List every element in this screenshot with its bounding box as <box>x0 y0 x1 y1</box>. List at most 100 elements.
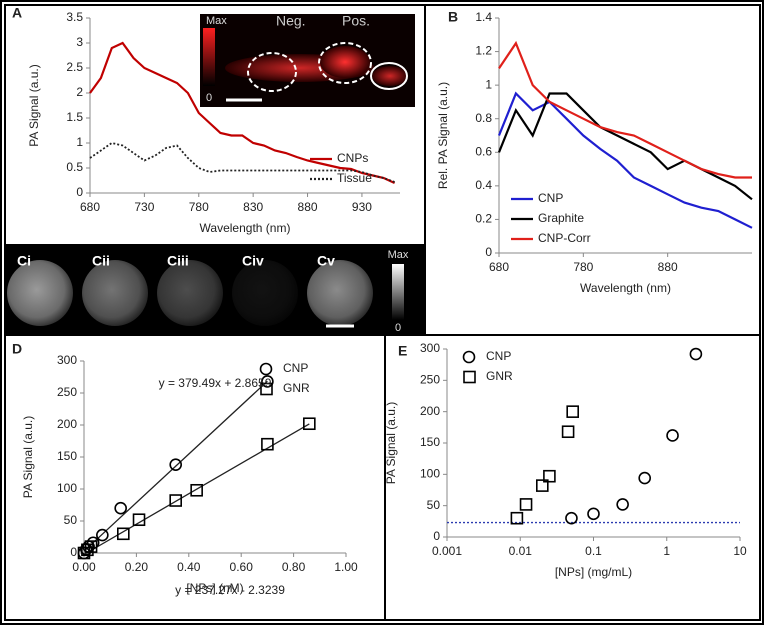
colorbar-label: Max <box>388 249 409 261</box>
y-tick-label: 100 <box>57 481 77 495</box>
marker <box>565 511 578 525</box>
marker <box>96 528 109 542</box>
marker <box>132 513 146 527</box>
y-tick-label: 2 <box>76 85 83 99</box>
phantom-image <box>157 260 223 326</box>
y-tick-label: 3.5 <box>66 10 83 24</box>
panel-letter: E <box>398 343 407 359</box>
image-label: Ci <box>17 253 31 269</box>
y-axis-title: PA Signal (a.u.) <box>27 64 41 147</box>
marker <box>261 375 274 388</box>
marker <box>84 540 98 553</box>
x-tick-label: 680 <box>80 200 100 214</box>
x-tick-label: 930 <box>352 200 372 214</box>
marker <box>543 469 556 483</box>
x-tick-label: 1.00 <box>334 560 358 574</box>
x-tick-label: 880 <box>298 200 318 214</box>
x-tick-label: 0.60 <box>230 560 254 574</box>
marker <box>616 498 629 511</box>
x-axis-title: [NPs] (mg/mL) <box>555 565 632 579</box>
legend-label: GNR <box>283 381 310 395</box>
y-tick-label: 1 <box>485 77 492 91</box>
y-tick-label: 0.4 <box>475 178 492 192</box>
x-axis-title: Wavelength (nm) <box>200 221 291 235</box>
y-tick-label: 250 <box>57 385 77 399</box>
legend-label: CNPs <box>337 151 368 165</box>
marker <box>114 501 127 515</box>
marker <box>638 471 651 485</box>
panel-letter: D <box>12 341 22 357</box>
legend-label: GNR <box>486 369 513 383</box>
legend-swatch <box>462 350 476 364</box>
y-tick-label: 200 <box>57 417 77 431</box>
marker <box>519 498 533 511</box>
marker <box>566 405 579 418</box>
inset-signal <box>320 46 370 78</box>
inset-colorbar <box>203 28 215 86</box>
marker <box>689 347 703 361</box>
x-tick-label: 0.00 <box>72 560 96 574</box>
marker <box>510 511 524 525</box>
y-tick-label: 0.2 <box>475 212 492 226</box>
inset-roi <box>247 52 297 92</box>
legend-swatch <box>260 382 273 396</box>
inset-label: 0 <box>206 92 212 104</box>
y-tick-label: 2.5 <box>66 60 83 74</box>
series-line <box>497 91 753 229</box>
y-tick-label: 0 <box>433 529 440 543</box>
phantom-image <box>7 260 73 326</box>
inset-roi <box>318 42 372 84</box>
phantom-image <box>307 260 373 326</box>
x-tick-label: 680 <box>489 260 509 274</box>
y-tick-label: 150 <box>420 435 440 449</box>
equation: y = 237.27x - 2.3239 <box>175 583 285 597</box>
y-tick-label: 0 <box>76 185 83 199</box>
y-tick-label: 300 <box>420 341 440 355</box>
marker <box>169 458 182 471</box>
y-tick-label: 1.4 <box>475 10 492 24</box>
y-tick-label: 50 <box>64 513 78 527</box>
y-axis-title: PA Signal (a.u.) <box>21 416 35 499</box>
legend-label: CNP <box>538 191 563 205</box>
marker <box>77 546 91 560</box>
x-axis-title: [NPs] (nM) <box>186 581 243 595</box>
x-tick-label: 0.40 <box>177 560 201 574</box>
y-tick-label: 50 <box>427 498 441 512</box>
y-tick-label: 1.5 <box>66 110 83 124</box>
series-line <box>497 92 753 201</box>
image-label: Cv <box>317 253 335 269</box>
marker <box>303 417 316 431</box>
inset-label: Pos. <box>342 13 370 29</box>
x-tick-label: 0.80 <box>282 560 306 574</box>
x-tick-label: 0.20 <box>125 560 149 574</box>
image-label: Civ <box>242 253 264 269</box>
y-tick-label: 300 <box>57 353 77 367</box>
phantom-image <box>232 260 298 326</box>
marker <box>666 429 679 442</box>
marker <box>587 507 600 521</box>
marker <box>261 437 274 451</box>
y-tick-label: 250 <box>420 373 440 387</box>
y-tick-label: 1 <box>76 135 83 149</box>
panel-frame <box>384 334 761 621</box>
y-tick-label: 0.6 <box>475 144 492 158</box>
image-label: Ciii <box>167 253 189 269</box>
marker <box>169 494 182 507</box>
legend-swatch <box>259 362 273 376</box>
x-tick-label: 0.1 <box>585 544 602 558</box>
phantom-image <box>82 260 148 326</box>
colorbar-label: 0 <box>395 322 401 334</box>
x-tick-label: 0.001 <box>432 544 462 558</box>
legend-label: Tissue <box>337 171 372 185</box>
image-label: Cii <box>92 253 110 269</box>
legend-label: CNP <box>283 361 308 375</box>
legend-label: CNP <box>486 349 511 363</box>
x-tick-label: 1 <box>663 544 670 558</box>
y-tick-label: 0.5 <box>66 160 83 174</box>
marker <box>81 543 94 557</box>
y-axis-title: Rel. PA Signal (a.u.) <box>436 82 450 189</box>
marker <box>117 527 130 541</box>
trendline <box>83 380 268 552</box>
